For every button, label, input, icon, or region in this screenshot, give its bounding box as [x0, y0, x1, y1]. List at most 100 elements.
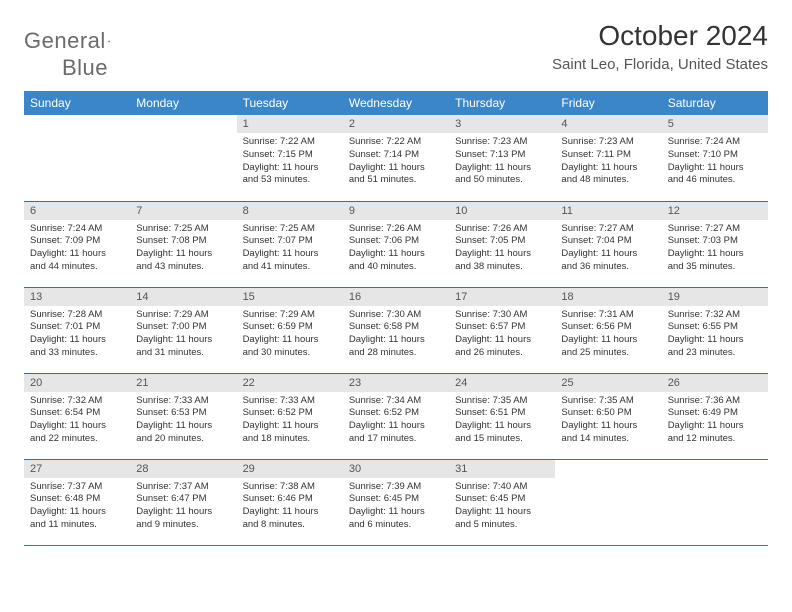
sunset-text: Sunset: 6:48 PM — [30, 493, 124, 506]
day-cell: 30Sunrise: 7:39 AMSunset: 6:45 PMDayligh… — [343, 459, 449, 545]
daylight-text: Daylight: 11 hours and 11 minutes. — [30, 506, 124, 532]
sunrise-text: Sunrise: 7:40 AM — [455, 481, 549, 494]
day-cell — [24, 115, 130, 201]
calendar-body: 1Sunrise: 7:22 AMSunset: 7:15 PMDaylight… — [24, 115, 768, 545]
day-number: 23 — [343, 374, 449, 392]
sunset-text: Sunset: 7:00 PM — [136, 321, 230, 334]
sunset-text: Sunset: 7:14 PM — [349, 149, 443, 162]
dayhead-fri: Friday — [555, 91, 661, 115]
sunset-text: Sunset: 7:06 PM — [349, 235, 443, 248]
sunrise-text: Sunrise: 7:24 AM — [668, 136, 762, 149]
daylight-text: Daylight: 11 hours and 50 minutes. — [455, 162, 549, 188]
day-number: 20 — [24, 374, 130, 392]
daylight-text: Daylight: 11 hours and 22 minutes. — [30, 420, 124, 446]
day-cell — [662, 459, 768, 545]
daylight-text: Daylight: 11 hours and 46 minutes. — [668, 162, 762, 188]
day-cell: 3Sunrise: 7:23 AMSunset: 7:13 PMDaylight… — [449, 115, 555, 201]
day-number: 13 — [24, 288, 130, 306]
sunset-text: Sunset: 6:49 PM — [668, 407, 762, 420]
day-number: 19 — [662, 288, 768, 306]
day-number: 9 — [343, 202, 449, 220]
daylight-text: Daylight: 11 hours and 40 minutes. — [349, 248, 443, 274]
day-info: Sunrise: 7:37 AMSunset: 6:47 PMDaylight:… — [130, 478, 236, 537]
day-number: 30 — [343, 460, 449, 478]
sunrise-text: Sunrise: 7:26 AM — [455, 223, 549, 236]
day-cell: 22Sunrise: 7:33 AMSunset: 6:52 PMDayligh… — [237, 373, 343, 459]
daylight-text: Daylight: 11 hours and 17 minutes. — [349, 420, 443, 446]
day-header-row: Sunday Monday Tuesday Wednesday Thursday… — [24, 91, 768, 115]
daylight-text: Daylight: 11 hours and 20 minutes. — [136, 420, 230, 446]
sunrise-text: Sunrise: 7:27 AM — [668, 223, 762, 236]
day-info: Sunrise: 7:30 AMSunset: 6:58 PMDaylight:… — [343, 306, 449, 365]
sunrise-text: Sunrise: 7:37 AM — [30, 481, 124, 494]
sunset-text: Sunset: 7:09 PM — [30, 235, 124, 248]
week-row: 1Sunrise: 7:22 AMSunset: 7:15 PMDaylight… — [24, 115, 768, 201]
daylight-text: Daylight: 11 hours and 15 minutes. — [455, 420, 549, 446]
week-row: 13Sunrise: 7:28 AMSunset: 7:01 PMDayligh… — [24, 287, 768, 373]
day-number: 25 — [555, 374, 661, 392]
sunrise-text: Sunrise: 7:29 AM — [136, 309, 230, 322]
sunrise-text: Sunrise: 7:37 AM — [136, 481, 230, 494]
day-info: Sunrise: 7:35 AMSunset: 6:51 PMDaylight:… — [449, 392, 555, 451]
day-info: Sunrise: 7:26 AMSunset: 7:06 PMDaylight:… — [343, 220, 449, 279]
sunset-text: Sunset: 7:05 PM — [455, 235, 549, 248]
sunrise-text: Sunrise: 7:35 AM — [561, 395, 655, 408]
daylight-text: Daylight: 11 hours and 36 minutes. — [561, 248, 655, 274]
sunrise-text: Sunrise: 7:22 AM — [243, 136, 337, 149]
day-number: 10 — [449, 202, 555, 220]
sunset-text: Sunset: 7:15 PM — [243, 149, 337, 162]
day-cell: 1Sunrise: 7:22 AMSunset: 7:15 PMDaylight… — [237, 115, 343, 201]
sunset-text: Sunset: 7:07 PM — [243, 235, 337, 248]
day-info: Sunrise: 7:26 AMSunset: 7:05 PMDaylight:… — [449, 220, 555, 279]
day-info: Sunrise: 7:23 AMSunset: 7:11 PMDaylight:… — [555, 133, 661, 192]
sunset-text: Sunset: 6:51 PM — [455, 407, 549, 420]
day-info: Sunrise: 7:22 AMSunset: 7:14 PMDaylight:… — [343, 133, 449, 192]
daylight-text: Daylight: 11 hours and 43 minutes. — [136, 248, 230, 274]
sunset-text: Sunset: 7:03 PM — [668, 235, 762, 248]
sunset-text: Sunset: 7:11 PM — [561, 149, 655, 162]
day-info: Sunrise: 7:33 AMSunset: 6:53 PMDaylight:… — [130, 392, 236, 451]
day-cell: 7Sunrise: 7:25 AMSunset: 7:08 PMDaylight… — [130, 201, 236, 287]
day-info: Sunrise: 7:35 AMSunset: 6:50 PMDaylight:… — [555, 392, 661, 451]
day-info: Sunrise: 7:24 AMSunset: 7:09 PMDaylight:… — [24, 220, 130, 279]
sunset-text: Sunset: 6:52 PM — [349, 407, 443, 420]
day-number: 6 — [24, 202, 130, 220]
sunrise-text: Sunrise: 7:22 AM — [349, 136, 443, 149]
daylight-text: Daylight: 11 hours and 33 minutes. — [30, 334, 124, 360]
day-info: Sunrise: 7:27 AMSunset: 7:04 PMDaylight:… — [555, 220, 661, 279]
day-cell: 10Sunrise: 7:26 AMSunset: 7:05 PMDayligh… — [449, 201, 555, 287]
day-number: 21 — [130, 374, 236, 392]
sunset-text: Sunset: 7:10 PM — [668, 149, 762, 162]
sunrise-text: Sunrise: 7:23 AM — [561, 136, 655, 149]
sunset-text: Sunset: 6:54 PM — [30, 407, 124, 420]
day-info: Sunrise: 7:30 AMSunset: 6:57 PMDaylight:… — [449, 306, 555, 365]
day-cell: 23Sunrise: 7:34 AMSunset: 6:52 PMDayligh… — [343, 373, 449, 459]
day-cell — [130, 115, 236, 201]
day-cell: 28Sunrise: 7:37 AMSunset: 6:47 PMDayligh… — [130, 459, 236, 545]
sunrise-text: Sunrise: 7:32 AM — [30, 395, 124, 408]
sail-icon — [108, 34, 111, 48]
sunrise-text: Sunrise: 7:39 AM — [349, 481, 443, 494]
sunrise-text: Sunrise: 7:33 AM — [136, 395, 230, 408]
day-info: Sunrise: 7:28 AMSunset: 7:01 PMDaylight:… — [24, 306, 130, 365]
sunset-text: Sunset: 6:50 PM — [561, 407, 655, 420]
daylight-text: Daylight: 11 hours and 53 minutes. — [243, 162, 337, 188]
dayhead-wed: Wednesday — [343, 91, 449, 115]
day-number: 22 — [237, 374, 343, 392]
sunrise-text: Sunrise: 7:33 AM — [243, 395, 337, 408]
daylight-text: Daylight: 11 hours and 35 minutes. — [668, 248, 762, 274]
sunset-text: Sunset: 6:57 PM — [455, 321, 549, 334]
month-title: October 2024 — [552, 20, 768, 52]
daylight-text: Daylight: 11 hours and 5 minutes. — [455, 506, 549, 532]
daylight-text: Daylight: 11 hours and 44 minutes. — [30, 248, 124, 274]
day-cell: 9Sunrise: 7:26 AMSunset: 7:06 PMDaylight… — [343, 201, 449, 287]
day-number: 16 — [343, 288, 449, 306]
day-cell: 14Sunrise: 7:29 AMSunset: 7:00 PMDayligh… — [130, 287, 236, 373]
daylight-text: Daylight: 11 hours and 38 minutes. — [455, 248, 549, 274]
day-number: 2 — [343, 115, 449, 133]
daylight-text: Daylight: 11 hours and 31 minutes. — [136, 334, 230, 360]
sunrise-text: Sunrise: 7:38 AM — [243, 481, 337, 494]
day-info: Sunrise: 7:29 AMSunset: 7:00 PMDaylight:… — [130, 306, 236, 365]
daylight-text: Daylight: 11 hours and 14 minutes. — [561, 420, 655, 446]
logo: General — [24, 28, 128, 54]
